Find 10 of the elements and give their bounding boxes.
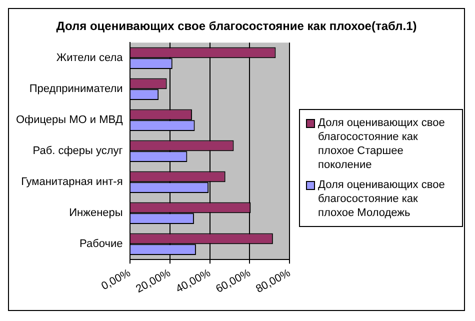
y-tick-label: Предприниматели [29, 83, 123, 96]
y-tick-label: Жители села [56, 52, 124, 64]
y-tick-label: Рабочие [80, 238, 123, 250]
legend-label: Доля оценивающих свое благосостояние как плохое Молодежь [318, 178, 446, 220]
y-tick-label: Инженеры [69, 207, 123, 220]
y-tick-label: Раб. сферы услуг [32, 145, 123, 158]
legend-label: Доля оценивающих свое благосостояние как плохое Старшее поколение [318, 116, 446, 172]
y-tick-label: Офицеры МО и МВД [16, 114, 124, 126]
y-tick-label: Гуманитарная инт-я [21, 176, 123, 188]
chart-title: Доля оценивающих свое благосостояние как плохое(табл.1) [55, 19, 418, 33]
